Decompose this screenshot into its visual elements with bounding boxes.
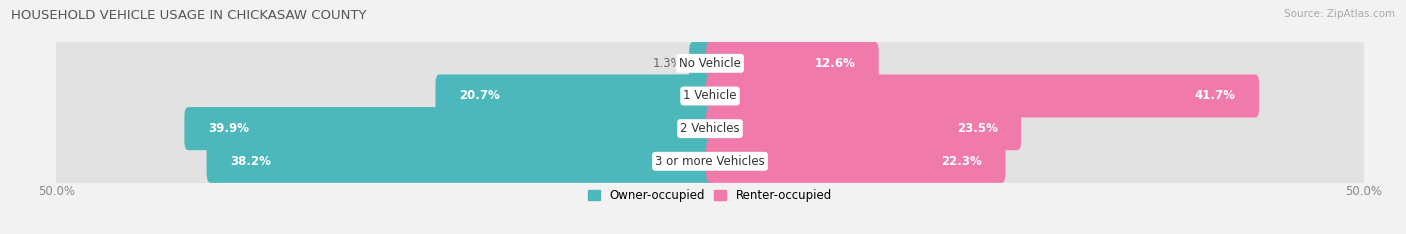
FancyBboxPatch shape xyxy=(436,74,714,117)
FancyBboxPatch shape xyxy=(52,140,1368,183)
Text: 41.7%: 41.7% xyxy=(1195,89,1236,102)
FancyBboxPatch shape xyxy=(706,42,879,85)
FancyBboxPatch shape xyxy=(706,107,1021,150)
Text: No Vehicle: No Vehicle xyxy=(679,57,741,70)
Text: 1.3%: 1.3% xyxy=(652,57,682,70)
FancyBboxPatch shape xyxy=(52,42,1368,85)
FancyBboxPatch shape xyxy=(706,140,1005,183)
Text: 3 or more Vehicles: 3 or more Vehicles xyxy=(655,155,765,168)
Text: 39.9%: 39.9% xyxy=(208,122,249,135)
Text: 20.7%: 20.7% xyxy=(458,89,499,102)
FancyBboxPatch shape xyxy=(706,74,1260,117)
Text: 23.5%: 23.5% xyxy=(957,122,998,135)
FancyBboxPatch shape xyxy=(52,74,1368,117)
FancyBboxPatch shape xyxy=(184,107,714,150)
Text: 22.3%: 22.3% xyxy=(941,155,981,168)
FancyBboxPatch shape xyxy=(207,140,714,183)
Text: HOUSEHOLD VEHICLE USAGE IN CHICKASAW COUNTY: HOUSEHOLD VEHICLE USAGE IN CHICKASAW COU… xyxy=(11,9,367,22)
Text: Source: ZipAtlas.com: Source: ZipAtlas.com xyxy=(1284,9,1395,19)
Text: 38.2%: 38.2% xyxy=(231,155,271,168)
FancyBboxPatch shape xyxy=(689,42,714,85)
FancyBboxPatch shape xyxy=(52,107,1368,150)
Text: 12.6%: 12.6% xyxy=(814,57,855,70)
Text: 1 Vehicle: 1 Vehicle xyxy=(683,89,737,102)
Text: 2 Vehicles: 2 Vehicles xyxy=(681,122,740,135)
Legend: Owner-occupied, Renter-occupied: Owner-occupied, Renter-occupied xyxy=(588,189,832,202)
